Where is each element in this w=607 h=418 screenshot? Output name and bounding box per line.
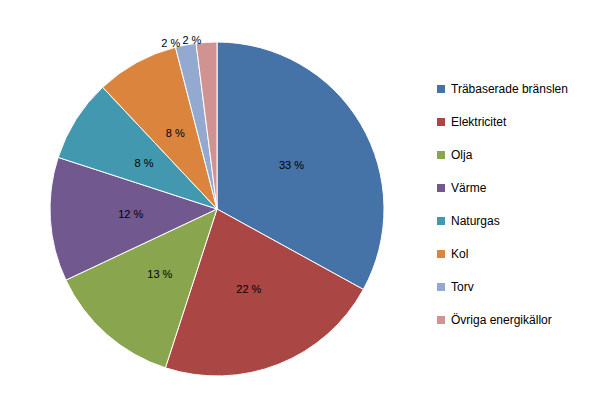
svg-text:33 %: 33 % [279, 159, 304, 171]
svg-text:Träbaserade bränslen: Träbaserade bränslen [451, 82, 568, 96]
svg-text:Övriga energikällor: Övriga energikällor [451, 313, 552, 327]
svg-text:Naturgas: Naturgas [451, 214, 500, 228]
svg-text:12 %: 12 % [118, 208, 143, 220]
svg-text:2 %: 2 % [161, 37, 180, 49]
svg-text:8 %: 8 % [166, 127, 185, 139]
svg-text:13 %: 13 % [147, 268, 172, 280]
svg-text:Elektricitet: Elektricitet [451, 115, 507, 129]
svg-text:Torv: Torv [451, 280, 474, 294]
svg-text:22 %: 22 % [236, 283, 261, 295]
svg-text:2 %: 2 % [182, 34, 201, 46]
svg-text:8 %: 8 % [134, 157, 153, 169]
svg-text:Olja: Olja [451, 148, 473, 162]
svg-text:Värme: Värme [451, 181, 487, 195]
svg-text:Kol: Kol [451, 247, 468, 261]
